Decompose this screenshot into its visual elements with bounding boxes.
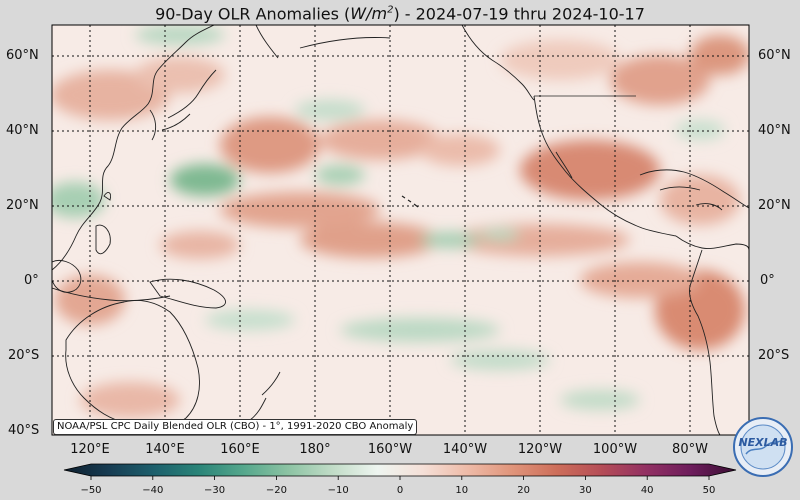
lat-label-right: 0°: [760, 273, 775, 288]
colorbar-bar: [63, 463, 737, 477]
lon-label: 80°W: [672, 442, 708, 457]
colorbar-tick-label: −40: [142, 485, 164, 496]
lon-label: 100°W: [592, 442, 638, 457]
colorbar-tick-label: −30: [204, 485, 226, 496]
title-unit-exponent: 2: [387, 5, 394, 16]
svg-text:NEXLAB: NEXLAB: [738, 436, 787, 449]
nexlab-logo: NEXLAB: [733, 417, 793, 477]
colorbar-tick-label: 10: [455, 485, 469, 496]
lat-label-left: 40°N: [6, 123, 39, 138]
lon-label: 140°W: [442, 442, 488, 457]
coastlines: [52, 25, 749, 435]
lat-label-right: 20°S: [758, 348, 790, 363]
title-suffix: ) - 2024-07-19 thru 2024-10-17: [393, 4, 645, 24]
colorbar-tick-label: −20: [265, 485, 287, 496]
lat-label-left: 0°: [24, 273, 39, 288]
map-frame: [51, 24, 750, 436]
colorbar-tick-label: 30: [579, 485, 592, 496]
lat-label-right: 40°N: [758, 123, 791, 138]
colorbar-tick-label: 0: [396, 485, 404, 496]
lat-label-left: 20°S: [8, 348, 40, 363]
colorbar: [63, 463, 737, 480]
lat-label-right: 60°N: [758, 48, 791, 63]
lat-label-right: 20°N: [758, 198, 791, 213]
map-title: 90-Day OLR Anomalies (W/m2) - 2024-07-19…: [0, 0, 800, 24]
colorbar-tick-label: 40: [640, 485, 654, 496]
title-prefix: 90-Day OLR Anomalies (: [155, 4, 351, 24]
lat-label-left: 60°N: [6, 48, 39, 63]
graticule: [52, 25, 749, 435]
lon-label: 140°E: [145, 442, 185, 457]
lat-label-left: 40°S: [8, 423, 40, 438]
lon-label: 160°W: [367, 442, 413, 457]
lon-label: 180°: [299, 442, 331, 457]
lon-label: 120°E: [70, 442, 110, 457]
title-unit: W/m2: [350, 4, 394, 24]
lat-label-left: 20°N: [6, 198, 39, 213]
colorbar-tick-label: 20: [517, 485, 530, 496]
anomaly-field: [52, 25, 749, 435]
lon-label: 160°E: [220, 442, 260, 457]
colorbar-tick-label: −10: [327, 485, 349, 496]
data-source-credit: NOAA/PSL CPC Daily Blended OLR (CBO) - 1…: [53, 419, 418, 435]
colorbar-tick-label: −50: [80, 485, 102, 496]
lon-label: 120°W: [517, 442, 563, 457]
colorbar-tick-label: 50: [702, 485, 716, 496]
